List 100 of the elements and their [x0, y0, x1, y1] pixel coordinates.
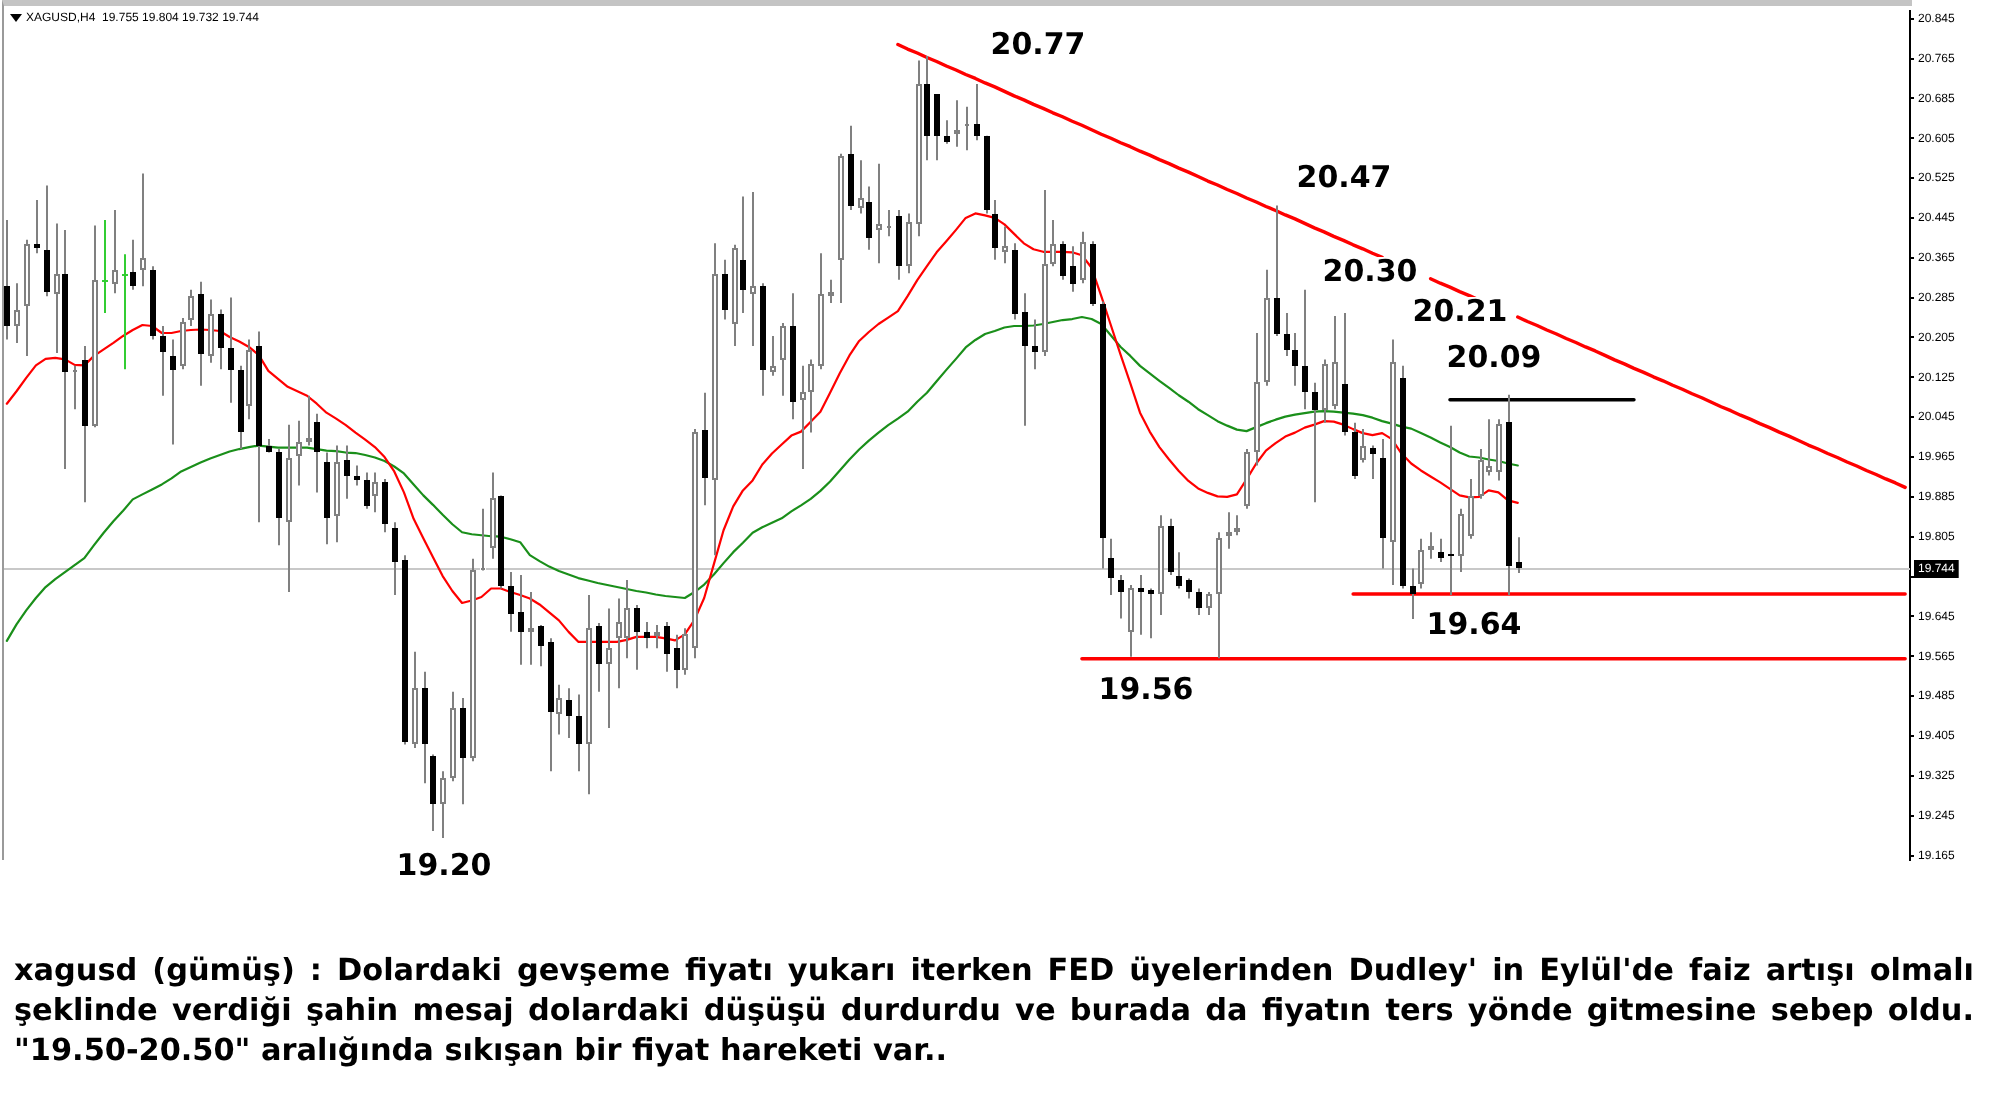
candlestick: [732, 243, 738, 347]
candlestick: [218, 308, 224, 371]
candlestick: [1448, 424, 1454, 596]
annotation: 20.09: [1446, 338, 1542, 375]
candlestick: [800, 364, 806, 470]
candlestick: [682, 627, 688, 676]
candlestick: [858, 159, 864, 215]
candlestick: [44, 184, 50, 298]
candlestick: [412, 650, 418, 749]
candlestick: [208, 298, 214, 364]
candlestick: [440, 770, 446, 840]
candlestick: [112, 208, 118, 295]
candlestick: [964, 105, 970, 152]
candlestick: [314, 412, 320, 494]
candlestick: [1468, 477, 1474, 540]
candlestick: [1050, 218, 1056, 268]
annotation: 20.30: [1322, 252, 1418, 289]
candlestick: [508, 571, 514, 633]
candlestick: [1138, 574, 1144, 636]
candlestick: [1274, 204, 1280, 337]
candlestick: [992, 198, 998, 261]
candlestick: [470, 557, 476, 763]
candlestick: [906, 212, 912, 275]
candlestick: [556, 683, 562, 736]
candlestick: [121, 253, 129, 371]
annotation: 20.77: [990, 25, 1086, 62]
candlestick: [750, 191, 756, 347]
candlestick: [934, 92, 940, 162]
candlestick: [296, 419, 302, 487]
candlestick: [586, 594, 592, 796]
candlestick: [354, 464, 360, 487]
candlestick: [1302, 288, 1308, 411]
candlestick: [344, 444, 350, 500]
candlestick: [1292, 331, 1298, 387]
candlestick: [1254, 331, 1260, 467]
candlestick: [780, 322, 786, 397]
candlestick: [372, 471, 378, 514]
candlestick: [392, 521, 398, 596]
candlestick: [1428, 531, 1434, 560]
candlestick: [1244, 448, 1250, 510]
candlestick: [1332, 315, 1338, 411]
candlestick: [1158, 514, 1164, 616]
candlestick: [886, 208, 892, 238]
candlestick: [702, 391, 708, 507]
candlestick: [566, 687, 572, 739]
candlestick: [1168, 517, 1174, 577]
candlestick: [1322, 358, 1328, 424]
candlestick: [518, 574, 524, 666]
candlestick: [1478, 448, 1484, 500]
candlestick: [1022, 292, 1028, 427]
candlestick: [382, 477, 388, 534]
candlestick: [722, 258, 728, 321]
candlestick: [1360, 428, 1366, 464]
candlestick: [1342, 312, 1348, 437]
candlestick: [1496, 418, 1502, 482]
candlestick: [1118, 574, 1124, 620]
candlestick: [1438, 537, 1444, 564]
candlestick: [974, 82, 980, 142]
candlestick: [944, 119, 950, 145]
candlestick: [808, 358, 814, 434]
candlestick: [1060, 240, 1066, 281]
candlestick: [34, 198, 40, 255]
candlestick: [24, 238, 30, 357]
candlestick: [54, 222, 60, 354]
candlestick: [1002, 225, 1008, 265]
candlestick: [228, 296, 234, 404]
candlestick: [188, 288, 194, 328]
candlestick: [876, 162, 882, 265]
annotation: 19.56: [1098, 670, 1194, 707]
annotation: 20.21: [1412, 292, 1508, 329]
candlestick: [1216, 531, 1222, 660]
candlestick: [606, 607, 612, 729]
candlestick: [430, 753, 436, 833]
candlestick: [1148, 587, 1154, 640]
candlestick: [770, 334, 776, 377]
text: xagusd (gümüş) : Dolardaki gevşeme fiyatı yukarı iterken FED üyelerinden Dudley' in Eylül'de faiz artışı olmalı şeklinde verdiği şahin mesaj dolardaki düşüşü durdurdu ve burada da fiyatın ters yönde gitmesine sebep oldu. "19.50-20.50" aralığında sıkışan bir fiyat hareketi var..: [14, 952, 1974, 1071]
candlestick: [1042, 189, 1048, 357]
candlestick: [616, 597, 622, 690]
candlestick: [286, 423, 292, 594]
candlestick: [1128, 584, 1134, 658]
annotation: 20.47: [1296, 158, 1392, 195]
candlestick: [1206, 591, 1212, 616]
candlestick: [450, 690, 456, 783]
candlestick: [180, 317, 186, 371]
candlestick: [1226, 511, 1232, 550]
candlestick: [72, 364, 78, 411]
annotation: 19.64: [1426, 605, 1522, 642]
candlestick: [364, 471, 370, 510]
candlestick: [92, 224, 98, 429]
candlestick: [1234, 514, 1240, 537]
annotation: 19.20: [396, 846, 492, 883]
candlestick: [828, 278, 834, 305]
candlestick: [334, 444, 340, 544]
candlestick: [654, 623, 660, 650]
candlestick: [1458, 507, 1464, 574]
candlestick: [624, 579, 630, 660]
candlestick: [674, 633, 680, 690]
candlestick: [1352, 421, 1358, 480]
candlestick: [1032, 318, 1038, 371]
candlestick: [1410, 567, 1416, 620]
